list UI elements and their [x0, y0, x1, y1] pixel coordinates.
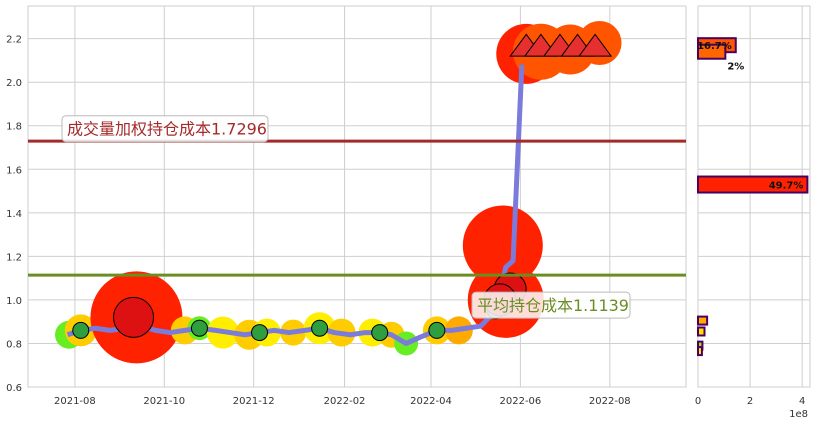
- fruit-marker: [190, 319, 208, 337]
- volume-bar: [697, 315, 709, 326]
- side-plot-area: [697, 5, 811, 388]
- x-tick-label: 2022-02: [324, 396, 366, 407]
- side-x-offset-label: 1e8: [789, 409, 808, 420]
- volume-bar: [697, 326, 706, 337]
- side-x-tick-label: 2: [747, 396, 753, 407]
- volume-bar: [697, 175, 809, 194]
- bubble-marker: [462, 205, 543, 286]
- x-tick-label: 2021-12: [233, 396, 275, 407]
- cost-label-box: [471, 291, 631, 319]
- fruit-marker: [311, 319, 329, 337]
- y-tick-label: 1.8: [6, 122, 22, 133]
- y-tick-label: 1.4: [6, 209, 22, 220]
- fruit-marker: [428, 321, 446, 339]
- cost-label-box: [61, 115, 269, 143]
- x-tick-label: 2022-04: [410, 396, 452, 407]
- cost-label: 平均持仓成本1.1139: [477, 296, 629, 315]
- volume-bar: [697, 346, 703, 357]
- x-tick-label: 2022-06: [500, 396, 542, 407]
- y-tick-label: 1.6: [6, 165, 22, 176]
- side-x-tick-label: 0: [695, 396, 701, 407]
- x-tick-label: 2021-10: [143, 396, 185, 407]
- volume-bar-label: 2%: [727, 62, 744, 73]
- side-x-tick-label: 4: [799, 396, 805, 407]
- y-tick-label: 2.0: [6, 78, 22, 89]
- x-tick-label: 2021-08: [54, 396, 96, 407]
- volume-bar-label: 16.7%: [697, 41, 732, 52]
- side-volume-chart: 0 2 4 1e8 16.7% 2% 49.7%: [695, 5, 811, 420]
- y-tick-label: 1.2: [6, 252, 22, 263]
- volume-bar-label: 49.7%: [769, 181, 804, 192]
- watermelon-marker: [578, 33, 613, 57]
- fruit-marker: [72, 321, 90, 339]
- apple-marker: [113, 296, 155, 338]
- y-tick-label: 2.2: [6, 35, 22, 46]
- fruit-marker: [251, 324, 269, 342]
- volume-bar: [697, 43, 727, 60]
- y-tick-label: 0.6: [6, 383, 22, 394]
- main-price-chart: 0.6 0.8 1.0 1.2 1.4 1.6 1.8 2.0 2.2 2021-08 2021-1…: [6, 5, 687, 407]
- y-tick-label: 0.8: [6, 339, 22, 350]
- fruit-marker: [371, 324, 389, 342]
- cost-label: 成交量加权持仓成本1.7296: [67, 120, 267, 139]
- x-tick-label: 2022-08: [589, 396, 631, 407]
- y-tick-label: 1.0: [6, 296, 22, 307]
